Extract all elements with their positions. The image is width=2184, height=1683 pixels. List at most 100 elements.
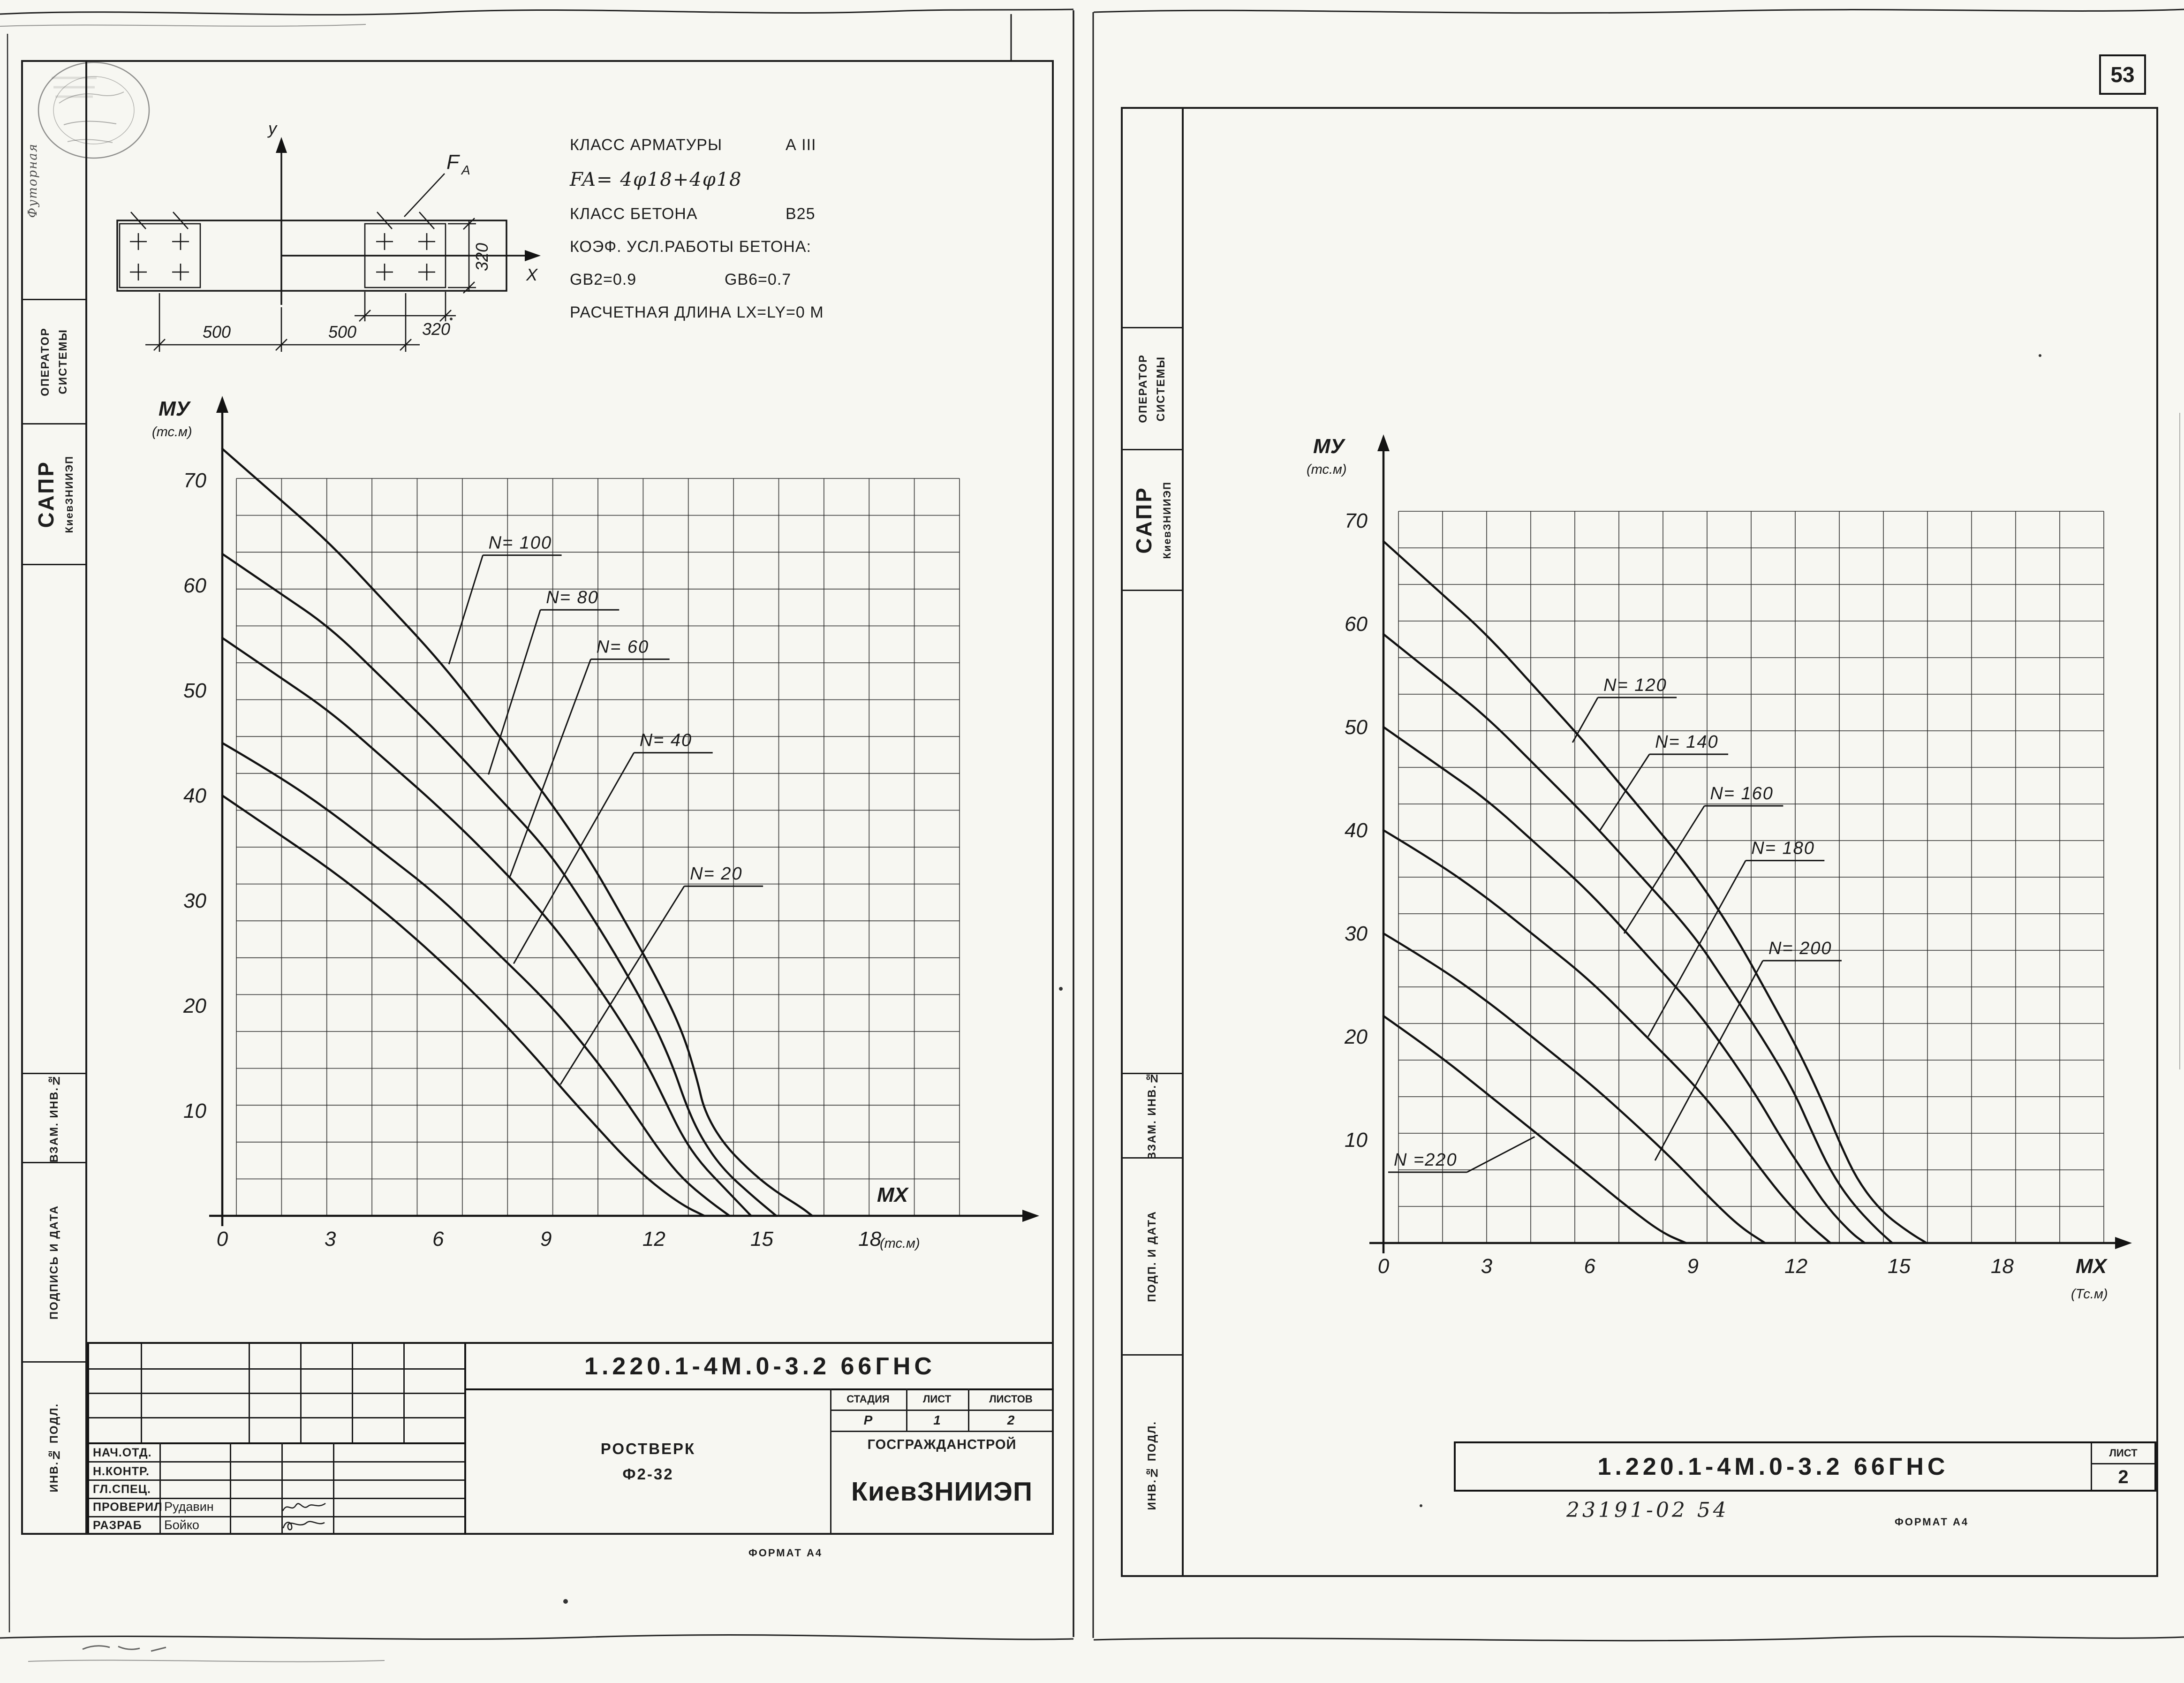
role-name: Бойко bbox=[164, 1518, 199, 1532]
lead bbox=[509, 659, 592, 877]
vtext: ПОДП. И ДАТА bbox=[1146, 1211, 1158, 1302]
y-tick-label: 60 bbox=[183, 574, 206, 597]
vline bbox=[333, 1442, 334, 1533]
span: В25 bbox=[786, 205, 816, 223]
vtext: КиевЗНИИЭП bbox=[63, 455, 75, 533]
x-tick-label: 9 bbox=[1687, 1255, 1698, 1278]
doc-number: 1.220.1-4М.0-3.2 66ГНС bbox=[1597, 1453, 1949, 1480]
x-tick-label: 0 bbox=[1378, 1255, 1390, 1278]
spec-length: РАСЧЕТНАЯ ДЛИНА LX=LY=0 М bbox=[570, 303, 824, 321]
vzam-block: ВЗАМ. ИНВ.№ bbox=[1123, 1074, 1182, 1159]
podpis-block: ПОДПИСЬ И ДАТА bbox=[23, 1163, 85, 1363]
role-label: НАЧ.ОТД. bbox=[93, 1446, 152, 1459]
vline bbox=[230, 1442, 231, 1533]
y-tick-label: 20 bbox=[183, 994, 206, 1017]
torn-edge-top bbox=[0, 8, 1074, 15]
vline bbox=[403, 1344, 405, 1442]
spec-concrete: КЛАСС БЕТОНА В25 bbox=[570, 205, 973, 223]
spec-fa: FA= 4φ18+4φ18 bbox=[570, 169, 742, 190]
span: Ф2-32 bbox=[622, 1465, 674, 1483]
hline bbox=[464, 1388, 1054, 1390]
vtext: ВЗАМ. ИНВ.№ bbox=[1146, 1074, 1158, 1159]
y-tick-label: 70 bbox=[183, 469, 206, 492]
doc-number: 1.220.1-4М.0-3.2 66ГНС bbox=[584, 1352, 936, 1380]
lead bbox=[1466, 1136, 1535, 1173]
page-number-box: 53 bbox=[2099, 54, 2146, 95]
sthin bbox=[376, 264, 393, 280]
handwritten-doc-note: 23191-02 54 bbox=[1566, 1498, 1729, 1522]
torn-edge-bottom bbox=[0, 1634, 1074, 1640]
curve-NNN140 bbox=[1382, 633, 1894, 1244]
hline bbox=[89, 1461, 464, 1463]
sheet-header: ЛИСТ bbox=[2109, 1447, 2138, 1459]
vtext: САПР bbox=[33, 460, 58, 528]
operator-block: ОПЕРАТОР СИСТЕМЫ bbox=[23, 300, 85, 425]
x-tick-label: 6 bbox=[1584, 1255, 1596, 1278]
sheet-1: Футорная ОПЕРАТОР СИСТЕМЫ САПР КиевЗНИИЭ… bbox=[21, 60, 1054, 1535]
signature-proveril bbox=[282, 1502, 326, 1511]
x-axis-units: (Тс.м) bbox=[2071, 1287, 2108, 1302]
dim-320-horizontal: 320 bbox=[422, 319, 450, 339]
curve-label: N =220 bbox=[1394, 1150, 1458, 1170]
vline bbox=[352, 1344, 353, 1442]
sthin bbox=[463, 218, 475, 294]
arrow bbox=[216, 396, 228, 413]
x-tick-label: 15 bbox=[1888, 1255, 1911, 1278]
format-note-left: ФОРМАТ А4 bbox=[748, 1547, 823, 1559]
vtext: КиевЗНИИЭП bbox=[1161, 481, 1173, 559]
vline bbox=[159, 1442, 161, 1533]
y-axis-units: (тс.м) bbox=[1307, 462, 1347, 477]
hline bbox=[89, 1417, 464, 1418]
curve-NNN180 bbox=[1382, 829, 1832, 1244]
curve-NNN100 bbox=[221, 447, 814, 1217]
hline bbox=[89, 1368, 464, 1370]
curve-label: N= 80 bbox=[546, 588, 598, 607]
sthin bbox=[359, 310, 452, 322]
y-tick-label: 50 bbox=[1345, 716, 1368, 739]
sthin bbox=[172, 264, 189, 280]
vline bbox=[300, 1344, 302, 1442]
x-tick-label: 18 bbox=[858, 1228, 881, 1251]
speck bbox=[563, 1599, 568, 1604]
lead bbox=[559, 886, 685, 1085]
arrow bbox=[525, 250, 541, 261]
curve-label: N= 40 bbox=[640, 731, 692, 751]
role-label: ГЛ.СПЕЦ. bbox=[93, 1483, 151, 1496]
y-axis-label: МУ bbox=[159, 397, 191, 420]
x-tick-label: 3 bbox=[325, 1228, 336, 1251]
y-axis-units: (тс.м) bbox=[152, 425, 192, 440]
org-institute: КиевЗНИИЭП bbox=[851, 1477, 1033, 1507]
path bbox=[282, 1521, 325, 1531]
curve-label: N= 140 bbox=[1655, 732, 1719, 752]
curve-NNN60 bbox=[221, 637, 752, 1217]
span: GB6=0.7 bbox=[725, 271, 792, 288]
hline bbox=[89, 1442, 464, 1444]
sthin bbox=[130, 212, 435, 229]
vline bbox=[141, 1344, 142, 1442]
y-tick-label: 60 bbox=[1345, 613, 1368, 636]
curve-NNN200 bbox=[1382, 932, 1766, 1244]
vline bbox=[2091, 1443, 2092, 1490]
sheet-2: ОПЕРАТОР СИСТЕМЫ САПР КиевЗНИИЭП ВЗАМ. И… bbox=[1121, 107, 2158, 1577]
inv-block: ИНВ.№ ПОДЛ. bbox=[23, 1363, 85, 1533]
hline bbox=[830, 1410, 1054, 1411]
role-label: Н.КОНТР. bbox=[93, 1465, 150, 1478]
y-tick-label: 10 bbox=[1345, 1129, 1368, 1152]
spec-k: КЛАСС АРМАТУРЫ bbox=[570, 136, 723, 154]
y-tick-label: 30 bbox=[183, 889, 206, 912]
lead bbox=[1572, 697, 1599, 743]
vline bbox=[281, 1442, 283, 1533]
curve-NNN20 bbox=[221, 794, 706, 1217]
signature-razrab bbox=[282, 1521, 325, 1531]
x-tick-label: 6 bbox=[432, 1228, 444, 1251]
arrow bbox=[2115, 1237, 2132, 1249]
sheet-value: 2 bbox=[2118, 1466, 2129, 1487]
lead bbox=[488, 609, 541, 775]
interaction-chart-2: 10 20 30 40 50 60 70 0 3 6 9 12 15 18 МУ (тс.м) МХ (Тс.м)… bbox=[1307, 434, 2132, 1302]
sthin bbox=[119, 223, 201, 288]
sheet-header: ЛИСТ bbox=[922, 1393, 952, 1405]
y-tick-label: 20 bbox=[1344, 1025, 1368, 1048]
dim-500-left: 500 bbox=[203, 322, 231, 341]
curve-label: N= 60 bbox=[597, 637, 649, 657]
